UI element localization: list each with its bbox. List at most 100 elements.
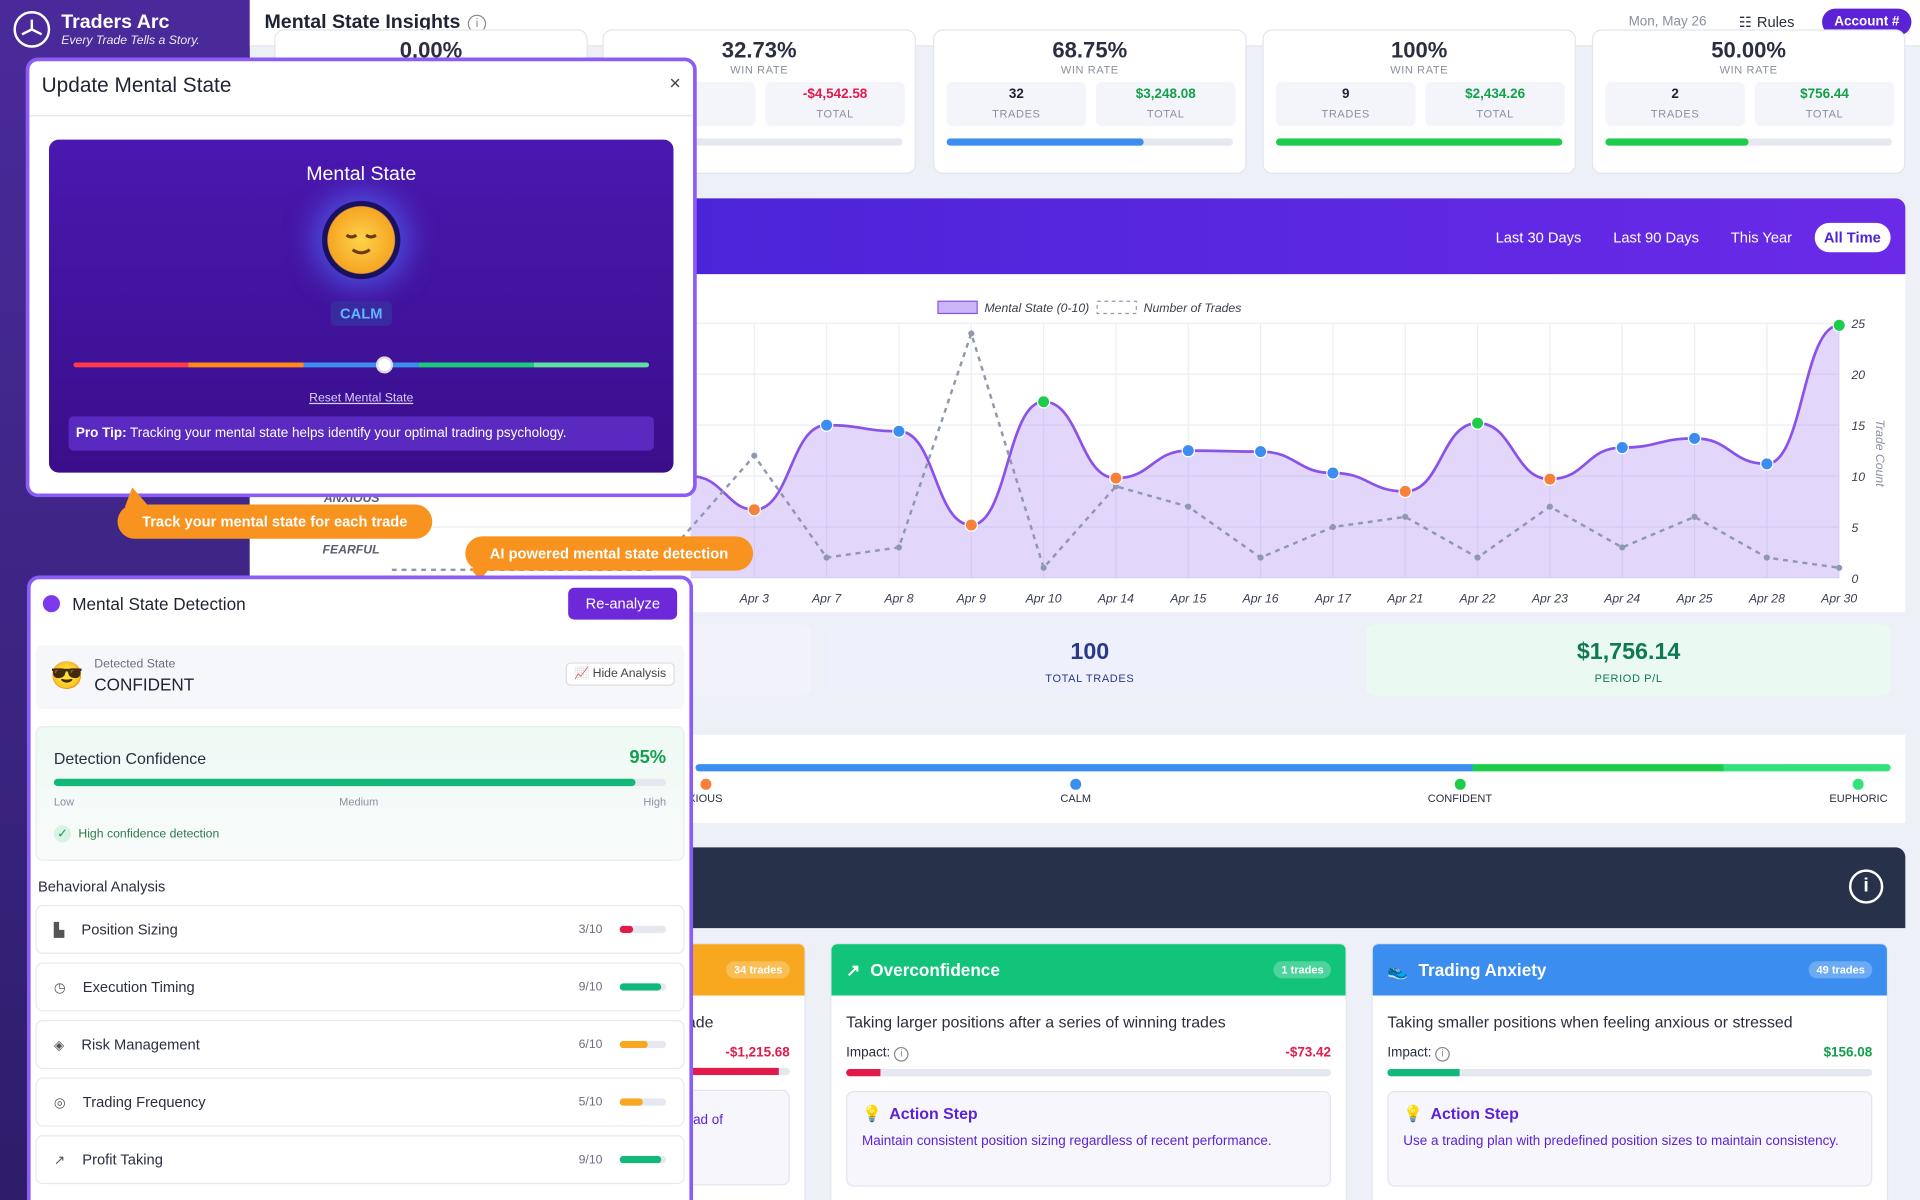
behavior-row: ↗ Profit Taking 9/10: [35, 1135, 685, 1185]
scale-confident: CONFIDENT: [1428, 778, 1492, 804]
mental-state-slider[interactable]: [73, 362, 649, 368]
x-tick-label: Apr 30: [1820, 591, 1857, 605]
scale-high: High: [643, 795, 667, 809]
stat-win-rate: 100%: [1390, 37, 1448, 63]
detected-state-value: CONFIDENT: [94, 674, 195, 695]
lightbulb-icon: 💡: [1403, 1103, 1424, 1123]
stat-header: 100% WIN RATE: [1264, 38, 1575, 76]
stat-win-rate-label: WIN RATE: [1390, 63, 1449, 76]
y2-tick-label: 10: [1851, 470, 1865, 484]
mental-state-point[interactable]: [1687, 431, 1702, 446]
detection-title: Mental State Detection: [72, 593, 246, 614]
slider-handle[interactable]: [375, 356, 393, 374]
reset-mental-state-link[interactable]: Reset Mental State: [309, 391, 414, 406]
stat-card: 100% WIN RATE 9 TRADES $2,434.26 TOTAL: [1262, 29, 1576, 174]
behavior-bar-fill: [619, 983, 662, 991]
behavior-bar: [619, 1155, 667, 1164]
mental-state-point[interactable]: [892, 424, 906, 438]
rules-button[interactable]: ☷ Rules: [1739, 13, 1795, 30]
y2-tick-label: 15: [1851, 419, 1865, 433]
range-button[interactable]: This Year: [1730, 228, 1793, 247]
brand-name: Traders Arc: [61, 11, 170, 33]
mental-state-point[interactable]: [1470, 416, 1485, 430]
range-button[interactable]: Last 90 Days: [1613, 228, 1699, 247]
behavior-label: Trading Frequency: [82, 1093, 206, 1111]
sunglasses-face-icon: 😎: [50, 660, 84, 691]
calm-face-svg: [345, 233, 377, 255]
mental-state-point[interactable]: [819, 418, 834, 432]
mental-state-point[interactable]: [1832, 318, 1846, 333]
stat-trades: 32 TRADES: [946, 82, 1087, 127]
detected-state-label: Detected State: [94, 657, 176, 672]
stat-trades-value: 2: [1671, 86, 1679, 102]
legend-trades: Number of Trades: [1144, 301, 1242, 315]
mental-state-point[interactable]: [1036, 394, 1051, 409]
mental-state-point[interactable]: [1398, 484, 1412, 499]
y2-tick-label: 25: [1850, 317, 1865, 331]
impact-value: $156.08: [1823, 1045, 1873, 1061]
info-icon[interactable]: i: [1435, 1046, 1450, 1062]
behavior-bar-fill: [619, 1155, 662, 1164]
x-tick-label: Apr 21: [1386, 591, 1423, 605]
detected-state-card: 😎 Detected State CONFIDENT 📈 Hide Analys…: [35, 645, 685, 709]
x-tick-label: Apr 7: [811, 591, 842, 605]
brand-logo[interactable]: Traders Arc Every Trade Tells a Story.: [12, 10, 200, 49]
behavior-score: 9/10: [578, 980, 603, 994]
impact-value: -$73.42: [1285, 1045, 1332, 1061]
mental-state-point[interactable]: [1109, 471, 1123, 485]
mental-state-point[interactable]: [1181, 443, 1195, 458]
reanalyze-button[interactable]: Re-analyze: [568, 587, 678, 620]
trend-up-icon: ↗: [846, 959, 861, 979]
legend-mental: Mental State (0-10): [984, 301, 1089, 315]
mental-state-point[interactable]: [964, 518, 979, 532]
range-button[interactable]: Last 30 Days: [1495, 228, 1582, 247]
close-icon[interactable]: ×: [669, 73, 681, 95]
impact-bar-fill: [846, 1068, 881, 1076]
stat-total-value: $2,434.26: [1465, 86, 1526, 102]
stat-card: 68.75% WIN RATE 32 TRADES $3,248.08 TOTA…: [933, 29, 1247, 174]
mental-state-point[interactable]: [1760, 457, 1774, 471]
x-tick-label: Apr 23: [1531, 591, 1568, 605]
action-step-text: Maintain consistent position sizing rega…: [862, 1133, 1272, 1148]
stat-progress-fill: [1605, 138, 1749, 146]
chart-header-banner: Last 30 Days Last 90 Days This Year All Tim…: [661, 198, 1906, 275]
action-step-text: Use a trading plan with predefined posit…: [1403, 1133, 1839, 1148]
confidence-bar: [53, 778, 667, 787]
page-title-text: Mental State Insights: [264, 12, 461, 34]
mental-state-point[interactable]: [1253, 444, 1268, 459]
trades-point: [1040, 564, 1047, 571]
info-icon[interactable]: i: [894, 1046, 909, 1062]
pattern-card-header: 👟 Trading Anxiety 49 trades: [1372, 944, 1887, 996]
action-step: 💡 Action Step Maintain consistent positio…: [846, 1090, 1332, 1186]
trades-point: [1185, 503, 1192, 510]
mental-state-point[interactable]: [1615, 440, 1629, 455]
pro-tip-text: Tracking your mental state helps identif…: [126, 426, 567, 441]
pattern-impact: Impact: i -$73.42: [831, 1041, 1345, 1066]
stat-card: 50.00% WIN RATE 2 TRADES $756.44 TOTAL: [1591, 29, 1906, 174]
stat-total-label: TOTAL: [1476, 107, 1514, 121]
mental-state-point[interactable]: [1326, 466, 1340, 480]
behavior-score: 5/10: [578, 1095, 603, 1109]
mental-state-point[interactable]: [747, 502, 762, 517]
brain-icon: [42, 595, 61, 613]
stat-trades-label: TRADES: [1321, 107, 1370, 121]
hide-analysis-button[interactable]: 📈 Hide Analysis: [565, 662, 675, 686]
action-step-title-text: Action Step: [889, 1104, 978, 1123]
info-icon[interactable]: i: [1848, 869, 1884, 904]
behavior-score: 9/10: [578, 1152, 603, 1167]
stat-win-rate-label: WIN RATE: [730, 63, 789, 76]
current-date: Mon, May 26: [1628, 14, 1707, 30]
behavior-label: Profit Taking: [82, 1151, 163, 1169]
trades-point: [1257, 554, 1264, 561]
stat-trades: 2 TRADES: [1605, 82, 1745, 127]
scale-low: Low: [53, 795, 75, 809]
stat-trades-label: TRADES: [992, 107, 1041, 121]
range-button[interactable]: All Time: [1814, 222, 1891, 253]
pattern-trade-count: 34 trades: [726, 961, 790, 979]
mental-state-point[interactable]: [1543, 472, 1557, 486]
pattern-description: Taking smaller positions when feeling an…: [1387, 1012, 1793, 1032]
stat-win-rate-label: WIN RATE: [1060, 63, 1119, 76]
x-tick-label: Apr 22: [1459, 591, 1496, 605]
x-tick-label: Apr 24: [1603, 591, 1640, 605]
